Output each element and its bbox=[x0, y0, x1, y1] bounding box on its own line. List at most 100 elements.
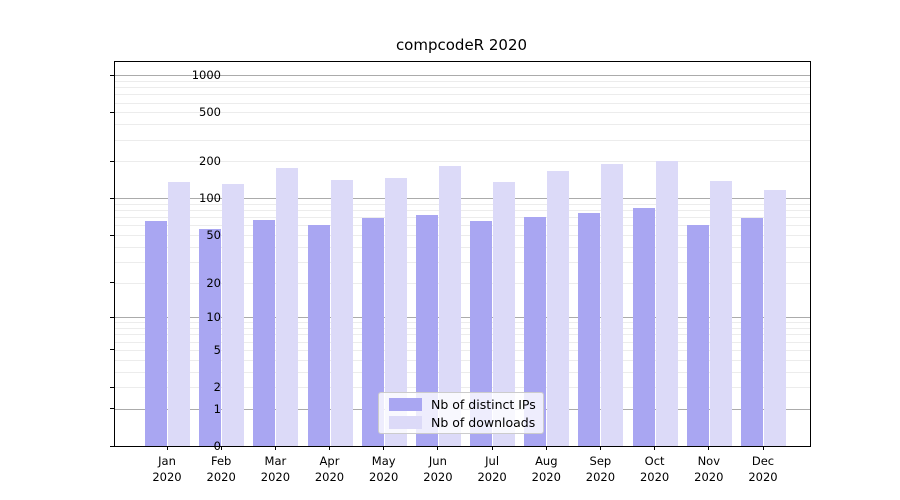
y-tick-label: 1 bbox=[213, 401, 221, 416]
y-tick-label: 200 bbox=[199, 154, 221, 169]
x-tick-year: 2020 bbox=[206, 470, 236, 484]
y-tick-mark bbox=[110, 74, 114, 76]
y-tick-mark bbox=[110, 234, 114, 236]
minor-gridline bbox=[115, 349, 810, 351]
x-tick-label: Nov 2020 bbox=[681, 453, 737, 485]
x-tick-year: 2020 bbox=[694, 470, 724, 484]
y-tick-mark bbox=[110, 160, 114, 162]
y-tick-mark bbox=[110, 111, 114, 113]
bar-downloads-Sep bbox=[601, 164, 624, 446]
x-tick-mark bbox=[383, 446, 385, 450]
x-tick-year: 2020 bbox=[639, 470, 670, 484]
x-tick-label: Sep 2020 bbox=[572, 453, 628, 485]
minor-gridline bbox=[115, 102, 810, 104]
minor-gridline bbox=[115, 334, 810, 336]
minor-gridline bbox=[115, 246, 810, 248]
x-tick-mark bbox=[166, 446, 168, 450]
minor-gridline bbox=[115, 203, 810, 205]
major-gridline bbox=[115, 317, 810, 319]
minor-gridline bbox=[115, 328, 810, 330]
x-tick-month: Aug bbox=[535, 454, 558, 468]
y-tick-mark bbox=[110, 282, 114, 284]
x-tick-label: Jun 2020 bbox=[410, 453, 466, 485]
bar-distinct-ips-May bbox=[361, 218, 384, 446]
chart-title: compcodeR 2020 bbox=[395, 36, 528, 54]
bar-distinct-ips-Jun bbox=[415, 215, 438, 446]
x-tick-month: Nov bbox=[697, 454, 721, 468]
x-tick-label: Apr 2020 bbox=[302, 453, 358, 485]
minor-gridline bbox=[115, 94, 810, 96]
bar-distinct-ips-Aug bbox=[524, 217, 547, 446]
x-tick-month: Jan bbox=[158, 454, 176, 468]
bar-distinct-ips-Nov bbox=[686, 224, 709, 446]
minor-gridline bbox=[115, 87, 810, 89]
bar-distinct-ips-Mar bbox=[253, 220, 276, 446]
y-tick-label: 50 bbox=[206, 228, 221, 242]
y-tick-mark bbox=[110, 316, 114, 318]
x-tick-mark bbox=[545, 446, 547, 450]
bar-downloads-Feb bbox=[222, 184, 245, 446]
x-tick-year: 2020 bbox=[152, 470, 182, 484]
x-tick-month: Feb bbox=[211, 454, 232, 468]
x-tick-month: Apr bbox=[319, 454, 340, 468]
minor-gridline bbox=[115, 225, 810, 227]
x-tick-mark bbox=[329, 446, 330, 450]
x-tick-year: 2020 bbox=[477, 470, 507, 484]
y-tick-mark bbox=[110, 386, 114, 388]
legend-item-downloads: Nb of downloads bbox=[379, 415, 543, 430]
x-tick-label: Feb 2020 bbox=[193, 453, 249, 485]
bar-distinct-ips-Sep bbox=[578, 212, 601, 446]
minor-gridline bbox=[115, 161, 810, 163]
major-gridline bbox=[115, 75, 810, 77]
minor-gridline bbox=[115, 341, 810, 343]
bar-distinct-ips-Oct bbox=[632, 207, 655, 446]
bar-downloads-Nov bbox=[709, 181, 732, 446]
legend-swatch-downloads bbox=[389, 415, 422, 429]
x-tick-month: Dec bbox=[751, 454, 775, 468]
x-tick-month: Sep bbox=[589, 454, 612, 468]
y-tick-label: 500 bbox=[199, 105, 221, 120]
x-tick-mark bbox=[654, 446, 656, 450]
minor-gridline bbox=[115, 371, 810, 373]
bar-distinct-ips-Jan bbox=[145, 221, 167, 446]
minor-gridline bbox=[115, 210, 810, 212]
x-tick-label: Oct 2020 bbox=[627, 453, 683, 485]
x-tick-year: 2020 bbox=[423, 470, 453, 484]
minor-gridline bbox=[115, 359, 810, 361]
bar-downloads-Aug bbox=[547, 171, 570, 446]
x-tick-year: 2020 bbox=[314, 470, 345, 484]
x-tick-mark bbox=[220, 446, 222, 450]
x-tick-mark bbox=[708, 446, 710, 450]
bar-distinct-ips-Apr bbox=[307, 224, 330, 446]
bar-downloads-Jul bbox=[493, 182, 516, 446]
y-tick-mark bbox=[110, 197, 114, 199]
x-tick-month: Oct bbox=[644, 454, 665, 468]
x-tick-year: 2020 bbox=[531, 470, 561, 484]
x-tick-month: May bbox=[371, 454, 396, 468]
bar-downloads-Dec bbox=[764, 190, 786, 446]
y-tick-label: 10 bbox=[206, 310, 221, 325]
bar-downloads-Apr bbox=[330, 180, 353, 446]
bar-distinct-ips-Jul bbox=[470, 221, 493, 446]
x-tick-label: Jan 2020 bbox=[139, 453, 195, 485]
x-tick-mark bbox=[274, 446, 276, 450]
x-tick-mark bbox=[599, 446, 601, 450]
legend-item-distinct-ips: Nb of distinct IPs bbox=[379, 397, 543, 412]
minor-gridline bbox=[115, 80, 810, 82]
x-tick-month: Jun bbox=[428, 454, 447, 468]
minor-gridline bbox=[115, 124, 810, 126]
bar-downloads-May bbox=[384, 178, 407, 446]
minor-gridline bbox=[115, 139, 810, 141]
legend-label-distinct-ips: Nb of distinct IPs bbox=[431, 396, 536, 412]
y-tick-label: 5 bbox=[213, 342, 221, 357]
x-tick-label: Jul 2020 bbox=[464, 453, 520, 485]
x-tick-year: 2020 bbox=[748, 470, 778, 484]
x-tick-label: Aug 2020 bbox=[518, 453, 574, 485]
y-tick-label: 0 bbox=[213, 439, 221, 453]
bar-distinct-ips-Dec bbox=[741, 218, 763, 446]
bar-distinct-ips-Feb bbox=[199, 229, 222, 446]
x-tick-year: 2020 bbox=[369, 470, 399, 484]
bar-downloads-Mar bbox=[276, 168, 299, 446]
minor-gridline bbox=[115, 261, 810, 263]
